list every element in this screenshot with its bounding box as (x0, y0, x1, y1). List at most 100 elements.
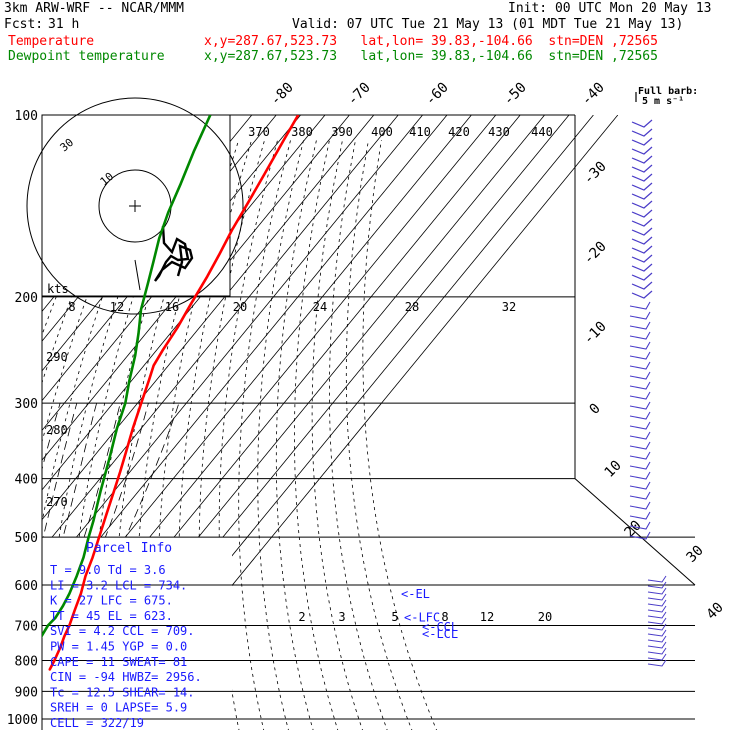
barb-legend-unit: 5 m s⁻¹ (642, 96, 684, 107)
pressure-tick-label: 200 (15, 291, 38, 306)
upper-scale-tick: 16 (165, 300, 179, 314)
dewpoint-point (76, 575, 78, 577)
temperature-point (264, 172, 266, 175)
theta-label: 420 (448, 125, 470, 139)
parcel-info-box: Parcel Info T = 9.0 Td = 3.6LI = 3.2 LCL… (50, 541, 202, 730)
dewpoint-point (209, 115, 211, 116)
dewpoint-point (108, 457, 111, 459)
wind-barb-icon (631, 119, 653, 128)
dewpoint-point (193, 151, 195, 153)
wind-barb-icon (647, 611, 667, 619)
dewpoint-point (62, 605, 64, 607)
wind-barb-icon (631, 173, 653, 182)
dry-adiabat (275, 139, 317, 730)
wind-barb-icon (631, 263, 653, 272)
wind-barb-icon (647, 599, 667, 607)
pressure-tick-label: 700 (15, 619, 38, 634)
dewpoint-point (32, 646, 33, 647)
isotherm-label: -10 (581, 319, 610, 348)
parcel-info-title: Parcel Info (86, 541, 172, 556)
temperature-point (206, 275, 208, 277)
temperature-point (125, 450, 127, 452)
upper-scale-tick: 12 (110, 300, 124, 314)
model-title: 3km ARW-WRF -- NCAR/MMM (4, 1, 185, 16)
temperature-point (98, 536, 100, 538)
dewpoint-line (42, 115, 212, 638)
parcel-info-row: CAPE = 11 SWEAT= 81 (50, 655, 187, 669)
wind-barb-icon (629, 511, 651, 520)
wind-barb-icon (629, 401, 651, 410)
moist-adiabat (42, 403, 78, 545)
wind-barb-icon (629, 351, 651, 360)
upper-scale-tick: 8 (68, 300, 75, 314)
wind-barb-icon (629, 311, 651, 320)
wind-barb-icon (629, 431, 651, 440)
wind-barb-icon (631, 245, 653, 254)
dewpoint-point (180, 183, 182, 185)
temperature-point (162, 349, 164, 351)
dewpoint-point (68, 593, 70, 595)
moist-adiabat (42, 403, 121, 653)
parcel-info-row: PW = 1.45 YGP = 0.0 (50, 640, 187, 654)
wind-barb-icon (631, 281, 653, 290)
wind-barb-icon (647, 587, 667, 595)
temperature-point (119, 471, 121, 473)
theta-label: 380 (291, 125, 313, 139)
hodograph-trace-tail (134, 259, 141, 291)
wind-barb-icon (631, 218, 653, 227)
dry-adiabat (238, 139, 291, 730)
level-label: <-EL (401, 587, 430, 601)
dewpoint-legend: Dewpoint temperature (8, 49, 165, 64)
dry-adiabat (257, 139, 304, 730)
wind-barb-icon (629, 371, 651, 380)
wind-barb-icon (631, 254, 653, 263)
level-label: <-LFC (404, 611, 440, 625)
wind-barb-icon (629, 451, 651, 460)
wind-barb-icon (629, 331, 651, 340)
wind-barb-icon (647, 647, 667, 655)
lower-scale-tick: 3 (338, 610, 345, 624)
wind-barb-icon (631, 146, 653, 155)
lower-scale-tick: 2 (298, 610, 305, 624)
temperature-point (84, 575, 87, 577)
temperature-point (190, 302, 192, 304)
temperature-point (68, 624, 70, 627)
wind-barb-icon (631, 137, 653, 146)
valid-time: Valid: 07 UTC Tue 21 May 13 (01 MDT Tue … (292, 17, 684, 32)
init-time: Init: 00 UTC Mon 20 May 13 (508, 1, 712, 16)
pressure-tick-label: 100 (15, 109, 38, 124)
temperature-point (74, 609, 76, 611)
temperature-point (140, 402, 142, 404)
wind-barb-icon (629, 321, 651, 330)
isotherm-label: 10 (602, 458, 625, 481)
temperature-point (283, 139, 285, 141)
lower-scale-tick: 8 (441, 610, 448, 624)
isotherm-line (42, 115, 375, 521)
wind-barb-icon (647, 641, 667, 649)
upper-scale-tick: 28 (405, 300, 419, 314)
sounding-series (32, 115, 300, 671)
temperature-point (113, 490, 115, 492)
pressure-tick-label: 500 (15, 531, 38, 546)
theta-label: 390 (331, 125, 353, 139)
temperature-point (148, 379, 150, 381)
theta-side-label: 270 (46, 495, 68, 509)
dewpoint-point (140, 309, 142, 311)
temperature-point (63, 635, 65, 638)
wind-barb-icon (631, 227, 653, 236)
parcel-info-row: LI = 3.2 LCL = 734. (50, 578, 187, 592)
isotherm-label: -40 (579, 80, 608, 109)
isotherm-label: -70 (345, 80, 374, 109)
wind-barb-icon (631, 272, 653, 281)
dry-adiabat (42, 139, 162, 525)
dry-adiabat (345, 139, 413, 730)
parcel-info-row: SVI = 4.2 CCL = 709. (50, 624, 195, 638)
wind-barb-icon (631, 182, 653, 191)
wind-barb-icon (629, 341, 651, 350)
wind-barb-icon (631, 209, 653, 218)
wind-barb-icon (647, 629, 667, 637)
upper-scale-tick: 24 (313, 300, 327, 314)
wind-barb-icon (629, 491, 651, 500)
